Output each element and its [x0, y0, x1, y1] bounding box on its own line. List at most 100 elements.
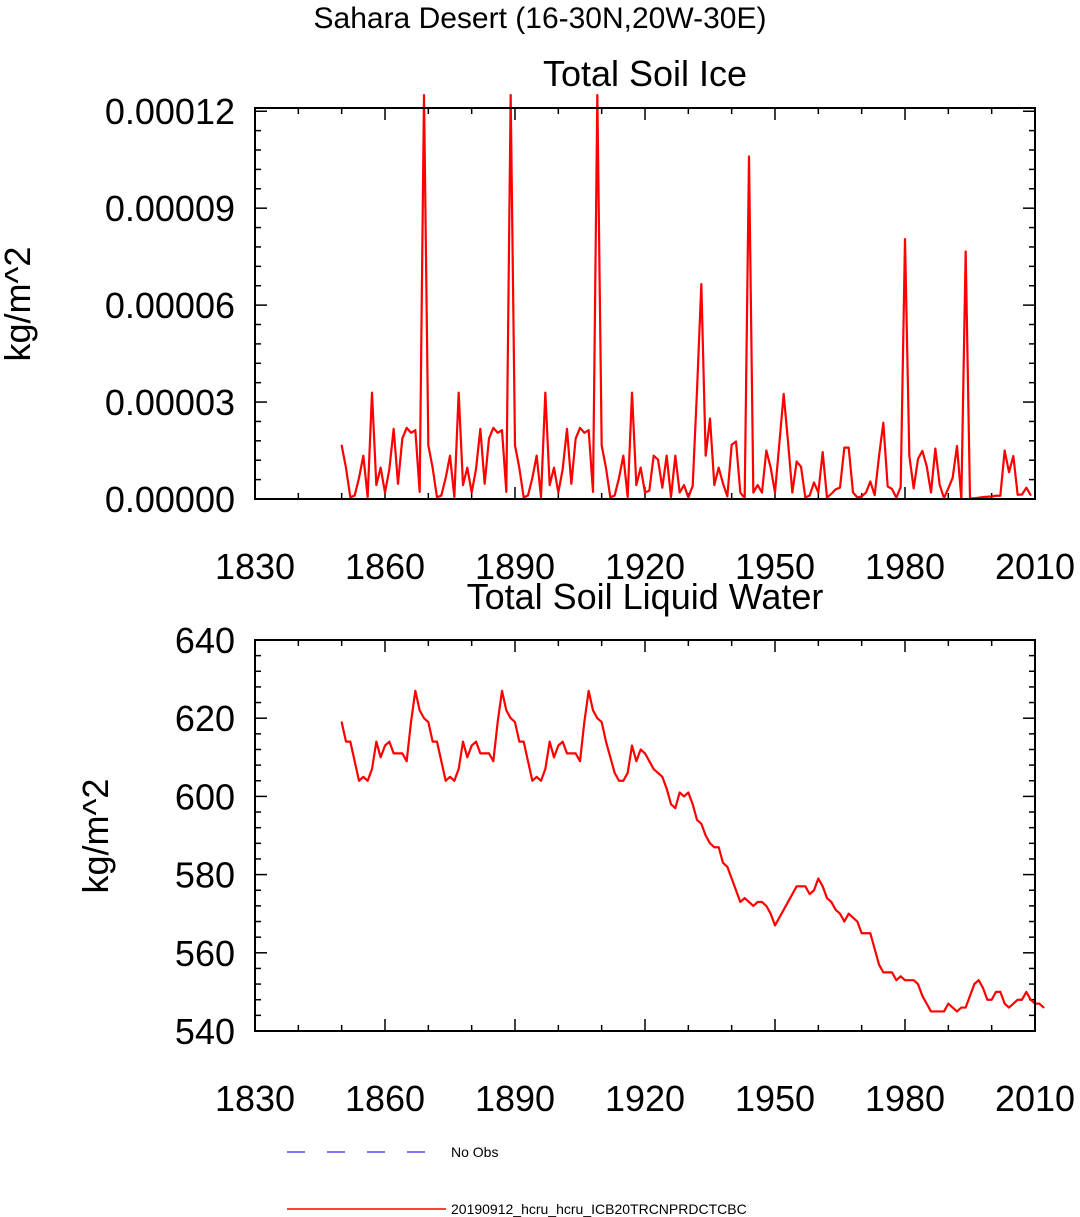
soil-ice-data-point: [449, 454, 451, 457]
soil-ice-data-point: [843, 446, 846, 449]
soil-ice-data-point: [817, 491, 820, 494]
soil-ice-data-point: [934, 447, 937, 450]
soil-liquid-data-point: [397, 752, 399, 755]
soil-ice-data-point: [726, 495, 729, 498]
soil-liquid-data-point: [362, 775, 365, 778]
soil-ice-title: Total Soil Ice: [543, 53, 747, 94]
soil-liquid-data-point: [847, 912, 850, 915]
soil-liquid-data-point: [869, 932, 872, 935]
soil-liquid-data-point: [358, 779, 360, 782]
soil-liquid-data-point: [488, 752, 490, 755]
soil-ice-data-point: [531, 477, 534, 479]
soil-ice-data-point: [956, 445, 958, 447]
soil-liquid-data-point: [544, 768, 547, 770]
soil-liquid-data-point: [704, 834, 707, 837]
soil-liquid-x-tick-label: 2010: [995, 1078, 1075, 1119]
soil-liquid-data-point: [670, 803, 672, 806]
soil-ice-data-point: [904, 238, 906, 241]
soil-ice-data-point: [483, 482, 486, 485]
soil-ice-data-point: [761, 491, 763, 494]
soil-liquid-data-point: [440, 760, 443, 763]
soil-ice-data-point: [605, 467, 607, 469]
soil-liquid-data-point: [674, 807, 677, 810]
soil-ice-data-point: [548, 484, 551, 486]
soil-ice-panel: Total Soil Ice kg/m^2 1830 1860 1890 1920 19…: [0, 53, 1075, 587]
soil-liquid-data-point: [813, 889, 815, 892]
soil-ice-data-point: [375, 484, 378, 486]
soil-liquid-data-point: [531, 779, 534, 782]
soil-liquid-data-point: [561, 740, 564, 743]
soil-liquid-data-point: [505, 709, 508, 712]
soil-liquid-data-point: [951, 1006, 954, 1009]
soil-liquid-data-point: [947, 1002, 950, 1005]
soil-ice-data-point: [748, 155, 750, 158]
soil-liquid-x-tick-label: 1830: [215, 1078, 295, 1119]
soil-ice-data-point: [921, 449, 924, 452]
soil-ice-data-point: [427, 444, 430, 447]
soil-ice-data-point: [362, 454, 365, 457]
soil-liquid-data-point: [904, 979, 906, 982]
soil-ice-data-point: [609, 496, 612, 499]
soil-liquid-data-point: [943, 1010, 945, 1013]
figure-title: Sahara Desert (16-30N,20W-30E): [314, 2, 767, 35]
soil-liquid-data-point: [791, 893, 794, 896]
soil-liquid-data-point: [917, 983, 919, 985]
soil-ice-data-point: [518, 467, 521, 469]
soil-liquid-data-point: [518, 740, 521, 743]
soil-ice-data-point: [687, 496, 690, 499]
soil-ice-data-point: [752, 491, 755, 494]
soil-liquid-data-point: [449, 775, 451, 778]
soil-liquid-data-point: [414, 689, 417, 692]
soil-liquid-data-point: [618, 779, 620, 782]
soil-liquid-data-point: [782, 908, 785, 911]
soil-ice-data-point: [700, 283, 703, 286]
soil-ice-data-point: [462, 484, 464, 486]
soil-ice-data-point: [366, 496, 369, 498]
soil-ice-data-point: [397, 482, 399, 485]
soil-liquid-data-point: [969, 994, 971, 997]
soil-ice-data-point: [457, 391, 460, 394]
soil-ice-data-point: [756, 484, 759, 486]
soil-ice-data-point: [925, 465, 928, 467]
soil-liquid-data-point: [748, 901, 750, 903]
soil-liquid-data-point: [587, 689, 590, 692]
soil-ice-data-point: [540, 496, 542, 498]
soil-liquid-data-point: [860, 932, 863, 935]
legend: No Obs 20190912_hcru_hcru_ICB20TRCNPRDCT…: [287, 1144, 747, 1217]
soil-liquid-data-point: [626, 772, 629, 774]
soil-liquid-data-point: [462, 740, 464, 743]
soil-ice-data-point: [804, 496, 807, 499]
soil-liquid-data-point: [1025, 991, 1028, 993]
soil-ice-data-point: [527, 494, 529, 497]
soil-ice-data-point: [600, 444, 603, 447]
soil-ice-data-point: [670, 496, 672, 498]
soil-ice-data-point: [345, 467, 347, 469]
soil-liquid-data-point: [713, 846, 716, 849]
soil-liquid-data-point: [384, 744, 386, 747]
soil-liquid-data-point: [925, 1002, 928, 1005]
soil-ice-data-point: [704, 454, 707, 457]
soil-liquid-data-point: [579, 760, 581, 763]
soil-liquid-data-point: [964, 1006, 967, 1009]
soil-ice-data-point: [856, 496, 859, 499]
soil-liquid-data-point: [977, 979, 980, 982]
soil-liquid-data-point: [739, 901, 742, 903]
soil-ice-data-point: [388, 468, 391, 471]
soil-ice-data-point: [882, 421, 885, 424]
soil-liquid-data-point: [418, 709, 421, 712]
soil-liquid-data-point: [583, 721, 586, 724]
soil-ice-data-point: [514, 444, 516, 447]
soil-ice-x-tick-label: 1860: [345, 546, 425, 587]
soil-liquid-data-point: [882, 971, 885, 974]
soil-ice-data-point: [678, 491, 681, 494]
soil-ice-data-point: [631, 391, 633, 394]
soil-liquid-data-point: [817, 877, 820, 880]
soil-liquid-data-point: [479, 752, 482, 755]
soil-ice-data-point: [466, 466, 469, 469]
soil-liquid-y-tick-label: 560: [175, 933, 235, 974]
soil-liquid-y-tick-label: 580: [175, 855, 235, 896]
soil-ice-data-point: [570, 482, 573, 485]
soil-ice-data-point: [982, 496, 984, 498]
soil-liquid-data-point: [986, 998, 989, 1001]
soil-liquid-data-point: [574, 752, 577, 755]
